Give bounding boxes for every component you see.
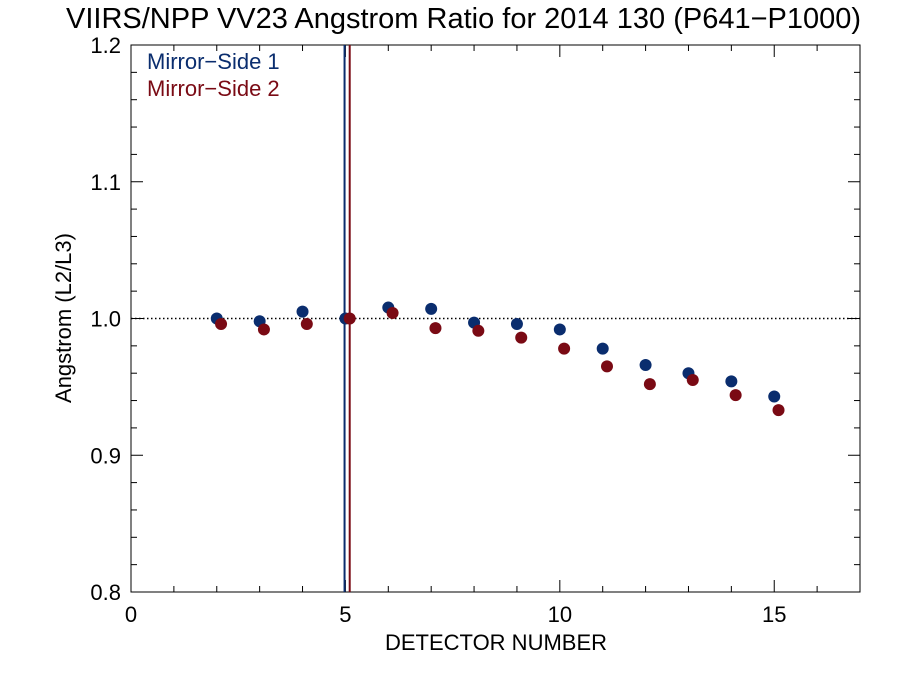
y-tick-label: 1.0 bbox=[90, 307, 121, 332]
x-tick-label: 0 bbox=[125, 602, 137, 627]
legend-label-series-2: Mirror−Side 2 bbox=[147, 76, 280, 101]
data-point-series-2 bbox=[386, 307, 399, 320]
data-point-series-2 bbox=[558, 342, 571, 355]
data-point-series-1 bbox=[725, 375, 738, 388]
y-tick-label: 0.8 bbox=[90, 580, 121, 605]
y-tick-label: 1.1 bbox=[90, 170, 121, 195]
y-tick-label: 0.9 bbox=[90, 443, 121, 468]
x-tick-label: 15 bbox=[762, 602, 786, 627]
data-point-series-1 bbox=[639, 358, 652, 371]
data-point-series-1 bbox=[553, 323, 566, 336]
y-tick-label: 1.2 bbox=[90, 33, 121, 58]
axis-tick-labels: 0 5 10 15 0.8 0.9 1.0 1.1 1.2 bbox=[90, 33, 786, 627]
data-point-series-2 bbox=[515, 331, 528, 344]
data-point-series-1 bbox=[768, 390, 781, 403]
data-point-series-2 bbox=[600, 360, 613, 373]
data-point-series-2 bbox=[300, 317, 313, 330]
chart-title: VIIRS/NPP VV23 Angstrom Ratio for 2014 1… bbox=[66, 3, 861, 35]
x-tick-label: 5 bbox=[339, 602, 351, 627]
data-point-series-2 bbox=[429, 322, 442, 335]
data-points bbox=[210, 301, 785, 417]
data-point-series-2 bbox=[472, 324, 485, 337]
data-point-series-2 bbox=[257, 323, 270, 336]
data-point-series-2 bbox=[343, 312, 356, 325]
legend-label-series-1: Mirror−Side 1 bbox=[147, 49, 280, 74]
x-tick-label: 10 bbox=[548, 602, 572, 627]
x-axis-label: DETECTOR NUMBER bbox=[385, 630, 607, 655]
data-point-series-2 bbox=[686, 374, 699, 387]
data-point-series-1 bbox=[296, 305, 309, 318]
data-point-series-1 bbox=[596, 342, 609, 355]
data-point-series-2 bbox=[729, 389, 742, 402]
data-point-series-1 bbox=[510, 317, 523, 330]
data-point-series-1 bbox=[425, 302, 438, 315]
data-point-series-2 bbox=[643, 378, 656, 391]
data-point-series-2 bbox=[215, 317, 228, 330]
y-axis-label: Angstrom (L2/L3) bbox=[51, 233, 76, 403]
data-point-series-2 bbox=[772, 404, 785, 417]
